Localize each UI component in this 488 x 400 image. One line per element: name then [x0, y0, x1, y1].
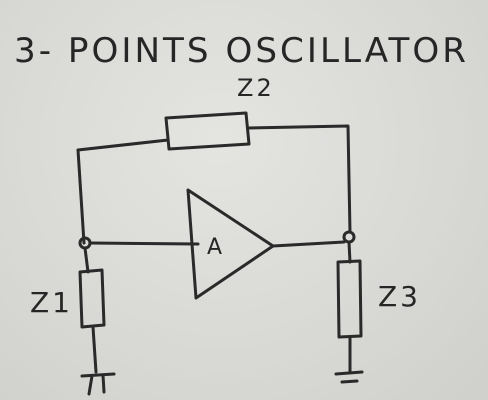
amplifier-output-wire: [271, 240, 346, 248]
z3-upper-lead: [347, 240, 352, 264]
amplifier-input-wire: [88, 241, 200, 246]
z1-ground-icon: [80, 372, 116, 396]
z1-lower-lead: [91, 325, 98, 374]
z1-impedance: [78, 268, 106, 329]
z2-label: Z2: [237, 74, 275, 102]
amplifier-triangle: [186, 188, 275, 300]
z3-label: Z3: [378, 280, 421, 313]
diagram-title: 3- POINTS OSCILLATOR: [14, 31, 469, 71]
z3-ground-icon: [334, 370, 364, 384]
feedback-wire-right: [247, 124, 352, 234]
amplifier-label: A: [207, 235, 225, 260]
z2-impedance: [164, 111, 251, 151]
z1-upper-lead: [83, 246, 90, 274]
z1-label: Z1: [30, 286, 73, 319]
feedback-wire-left: [76, 138, 170, 245]
z3-impedance: [336, 259, 363, 339]
right-junction-node: [342, 230, 356, 244]
